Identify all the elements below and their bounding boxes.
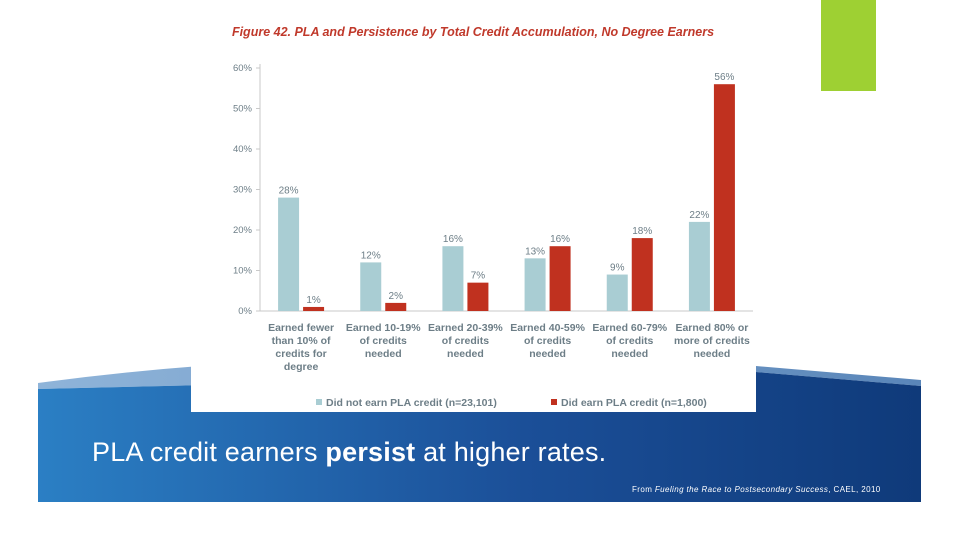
x-tick-label: needed <box>365 348 402 360</box>
x-tick-label: Earned 40-59% <box>510 322 585 334</box>
x-tick-label: of credits <box>360 335 407 347</box>
x-tick-label: Earned 20-39% <box>428 322 503 334</box>
bar <box>303 306 325 311</box>
data-label: 28% <box>279 186 299 197</box>
x-tick-label: of credits <box>442 335 489 347</box>
x-tick-label: more of credits <box>674 335 750 347</box>
data-label: 16% <box>443 234 463 245</box>
x-tick-label: Earned 80% or <box>675 322 748 334</box>
x-tick-label: Earned 10-19% <box>346 322 421 334</box>
bar <box>467 282 489 311</box>
x-tick-label: needed <box>447 348 484 360</box>
bar <box>688 221 710 311</box>
x-tick-label: Earned fewer <box>268 322 334 334</box>
bar <box>524 258 546 311</box>
bar <box>360 262 382 311</box>
bar <box>442 246 464 311</box>
bar <box>385 302 407 311</box>
bar <box>278 197 300 311</box>
caption-bold: persist <box>325 437 416 467</box>
y-tick-label: 60% <box>233 63 253 74</box>
x-tick-label: of credits <box>524 335 571 347</box>
legend: Did not earn PLA credit (n=23,101) Did ea… <box>316 397 707 409</box>
legend-label: Did earn PLA credit (n=1,800) <box>561 397 707 409</box>
data-label: 1% <box>306 295 321 306</box>
data-label: 7% <box>471 271 486 282</box>
x-tick-label: Earned 60-79% <box>592 322 667 334</box>
data-label: 12% <box>361 250 381 261</box>
slide-caption: PLA credit earners persist at higher rat… <box>92 437 606 468</box>
bar <box>713 84 735 311</box>
x-tick-label: needed <box>694 348 731 360</box>
source-title: Fueling the Race to Postsecondary Succes… <box>654 485 829 494</box>
x-tick-label: credits for <box>275 348 326 360</box>
y-tick-label: 40% <box>233 144 253 155</box>
source-prefix: From <box>632 485 655 494</box>
bar <box>549 246 571 311</box>
data-label: 22% <box>689 210 709 221</box>
x-tick-label: degree <box>284 361 319 373</box>
bar <box>631 238 653 311</box>
data-label: 9% <box>610 263 625 274</box>
data-label: 56% <box>714 72 734 83</box>
caption-part2: at higher rates. <box>415 437 607 467</box>
caption-part1: PLA credit earners <box>92 437 326 467</box>
x-tick-label: of credits <box>606 335 653 347</box>
x-tick-label: than 10% of <box>272 335 331 347</box>
y-tick-label: 50% <box>233 104 253 115</box>
legend-swatch <box>551 399 557 405</box>
x-tick-label: needed <box>529 348 566 360</box>
bars: 28% 1% 12% 2% 16% 7% 13% 16% 9% 18% 22% 56% <box>278 72 735 311</box>
x-tick-label: needed <box>611 348 648 360</box>
source-citation: From Fueling the Race to Postsecondary S… <box>632 485 881 494</box>
data-label: 2% <box>389 291 404 302</box>
legend-swatch <box>316 399 322 405</box>
data-label: 13% <box>525 246 545 257</box>
y-tick-label: 0% <box>238 306 252 317</box>
chart-title: Figure 42. PLA and Persistence by Total … <box>232 25 714 39</box>
data-label: 18% <box>632 226 652 237</box>
y-axis: 0% 10% 20% 30% 40% 50% 60% <box>233 63 753 317</box>
green-accent-block <box>821 0 876 91</box>
source-suffix: , CAEL, 2010 <box>828 485 881 494</box>
y-tick-label: 20% <box>233 225 253 236</box>
data-label: 16% <box>550 234 570 245</box>
bar-chart: Figure 42. PLA and Persistence by Total … <box>232 25 753 409</box>
bar <box>606 274 628 311</box>
figure-panel: Figure 42. PLA and Persistence by Total … <box>191 14 756 412</box>
y-tick-label: 30% <box>233 185 253 196</box>
y-tick-label: 10% <box>233 266 253 277</box>
legend-label: Did not earn PLA credit (n=23,101) <box>326 397 497 409</box>
